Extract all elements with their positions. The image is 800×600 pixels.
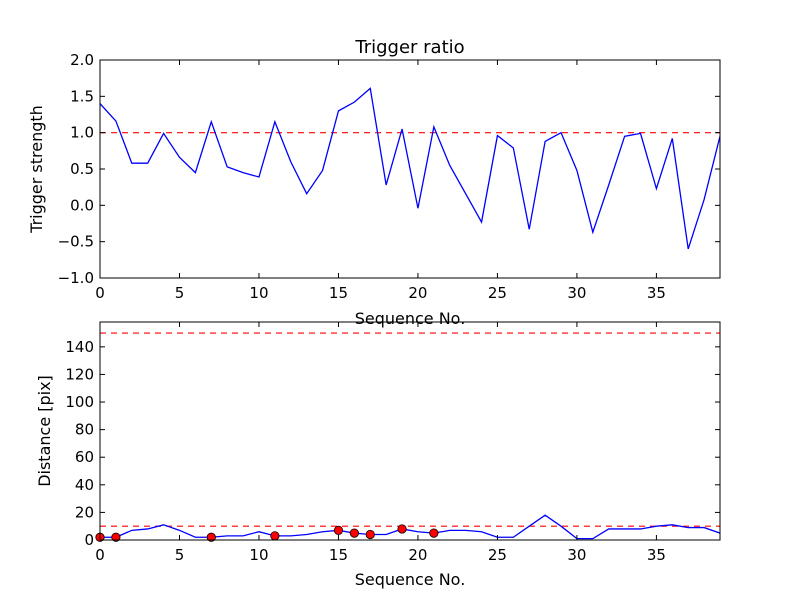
chart-title: Trigger ratio — [354, 37, 464, 58]
data-point-marker — [333, 525, 344, 535]
x-tick-label: 35 — [647, 284, 666, 302]
x-axis-label: Sequence No. — [355, 309, 466, 328]
series-line-0 — [100, 87, 720, 250]
axis-ticks: 0 5 10 15 20 25 30 35 0 20 40 60 80 100 120 140 — [65, 322, 720, 564]
x-tick-label: 20 — [408, 284, 427, 302]
data-point-marker — [206, 532, 216, 542]
x-tick-label: 30 — [567, 284, 586, 302]
y-tick-label: 1.0 — [70, 124, 94, 142]
y-tick-label: 80 — [75, 421, 94, 439]
x-tick-label: 5 — [175, 546, 185, 564]
distance-chart: 0 5 10 15 20 25 30 35 0 20 40 60 80 100 120 140 Sequenc… — [35, 321, 721, 589]
series-line-0 — [100, 514, 720, 540]
x-tick-label: 35 — [647, 546, 666, 564]
x-tick-label: 30 — [567, 546, 586, 564]
x-axis-label: Sequence No. — [355, 570, 466, 589]
y-tick-label: 0.5 — [70, 160, 94, 178]
y-axis-label: Trigger strength — [27, 105, 46, 234]
x-tick-label: 15 — [329, 546, 348, 564]
trigger-ratio-chart: Trigger ratio 0 5 10 15 20 25 30 35−1.0−0.50.00… — [27, 37, 721, 328]
x-tick-label: 10 — [249, 546, 268, 564]
y-tick-label: 60 — [75, 448, 94, 466]
y-tick-label: 1.5 — [70, 87, 94, 105]
axes-frame — [99, 59, 721, 279]
x-tick-label: 25 — [488, 546, 507, 564]
y-tick-label: 0 — [84, 531, 94, 549]
y-tick-label: 120 — [65, 365, 94, 383]
data-point-marker — [270, 531, 280, 541]
x-tick-label: 25 — [488, 284, 507, 302]
data-point-marker — [429, 528, 439, 538]
x-tick-label: 0 — [95, 546, 105, 564]
x-tick-label: 5 — [175, 284, 185, 302]
axis-ticks: 0 5 10 15 20 25 30 35 −1.0 −0.5 0.0 0.5 1.0 1.5 2.0 — [58, 51, 720, 302]
y-tick-label: 2.0 — [70, 51, 94, 69]
x-tick-label: 10 — [249, 284, 268, 302]
data-point-marker — [397, 524, 407, 534]
x-tick-label: 20 — [408, 546, 427, 564]
y-tick-label: 20 — [75, 503, 94, 521]
y-tick-label: 40 — [75, 476, 94, 494]
data-point-marker — [349, 528, 359, 538]
plot-area — [100, 87, 720, 250]
y-axis-label: Distance [pix] — [35, 375, 54, 487]
y-tick-label: 100 — [65, 393, 94, 411]
data-point-marker — [365, 529, 375, 540]
y-tick-label: −1.0 — [58, 269, 94, 287]
y-tick-label: −0.5 — [58, 233, 94, 251]
axes-frame — [99, 321, 721, 541]
x-tick-label: 15 — [329, 284, 348, 302]
y-tick-label: 0.0 — [70, 196, 94, 214]
x-tick-label: 0 — [95, 284, 105, 302]
data-point-marker — [111, 532, 121, 542]
y-tick-label: 140 — [65, 338, 94, 356]
